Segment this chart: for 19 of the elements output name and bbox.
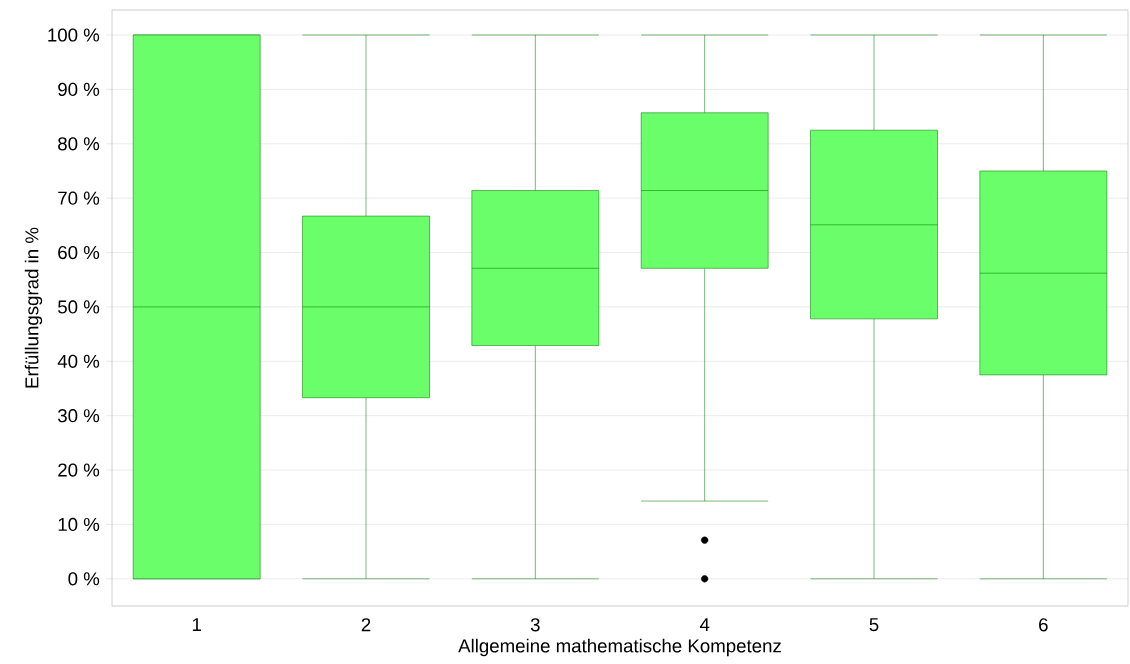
y-tick-label: 10 % [58, 517, 100, 532]
y-tick-label: 60 % [58, 245, 100, 260]
y-tick-label: 80 % [58, 137, 100, 151]
y-tick-label: 30 % [57, 409, 100, 423]
x-tick-label: 6 [1039, 618, 1048, 632]
x-tick-label: 5 [869, 618, 879, 632]
x-tick-label: 2 [361, 618, 371, 632]
y-tick-label: 90 % [58, 82, 100, 96]
y-tick-label: 20 % [58, 463, 100, 477]
x-tick-label: 1 [192, 618, 201, 632]
y-tick-label: 50 % [58, 300, 100, 314]
x-tick-label: 3 [530, 618, 540, 632]
y-tick-label: 70 % [58, 191, 100, 205]
x-tick-label: 4 [699, 618, 710, 632]
y-tick-label: 100 % [48, 28, 100, 42]
y-axis-title: Erfüllungsgrad in % [24, 227, 43, 388]
y-tick-label: 0 % [68, 572, 100, 586]
y-tick-label: 40 % [57, 354, 100, 368]
x-axis-title: Allgemeine mathematische Kompetenz [458, 638, 781, 657]
